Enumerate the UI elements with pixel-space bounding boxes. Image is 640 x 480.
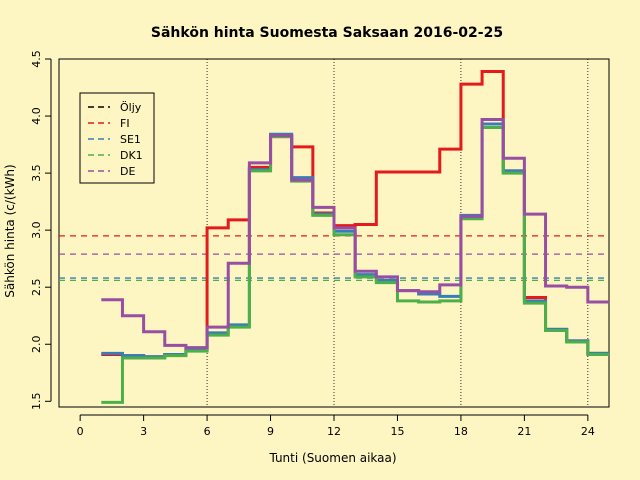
y-tick-label: 3.5	[30, 164, 43, 182]
x-tick-label: 21	[517, 425, 531, 438]
x-tick-label: 3	[140, 425, 147, 438]
plot-area	[59, 70, 609, 404]
x-tick-label: 12	[327, 425, 341, 438]
legend-label: Öljy	[120, 101, 142, 114]
y-axis-label: Sähkön hinta (c/(kWh)	[3, 164, 17, 297]
y-tick-label: 1.5	[30, 393, 43, 411]
x-tick-label: 15	[390, 425, 404, 438]
x-axis-label: Tunti (Suomen aikaa)	[268, 451, 396, 465]
series-line-de	[101, 117, 609, 350]
x-tick-label: 0	[77, 425, 84, 438]
y-tick-label: 3.0	[30, 221, 43, 239]
x-tick-label: 9	[267, 425, 274, 438]
legend-box	[79, 92, 155, 184]
x-tick-label: 18	[454, 425, 468, 438]
legend-label: FI	[120, 117, 130, 130]
y-tick-label: 4.0	[30, 107, 43, 125]
legend-label: SE1	[120, 133, 141, 146]
x-tick-label: 6	[204, 425, 211, 438]
legend-label: DE	[120, 165, 135, 178]
y-tick-label: 2.5	[30, 278, 43, 296]
y-tick-label: 4.5	[30, 50, 43, 68]
y-tick-label: 2.0	[30, 335, 43, 353]
x-tick-label: 24	[581, 425, 595, 438]
series-line-dk1	[101, 125, 609, 404]
plot-layer: 0 3 6 9 12 15 18 21 24 1.5 2.0 2.5 3.0 3.5 4.0 4.5	[30, 50, 610, 438]
legend-label: DK1	[120, 149, 143, 162]
legend: Öljy FI SE1 DK1 DE	[79, 92, 155, 184]
chart-title: Sähkön hinta Suomesta Saksaan 2016-02-25	[151, 25, 503, 41]
